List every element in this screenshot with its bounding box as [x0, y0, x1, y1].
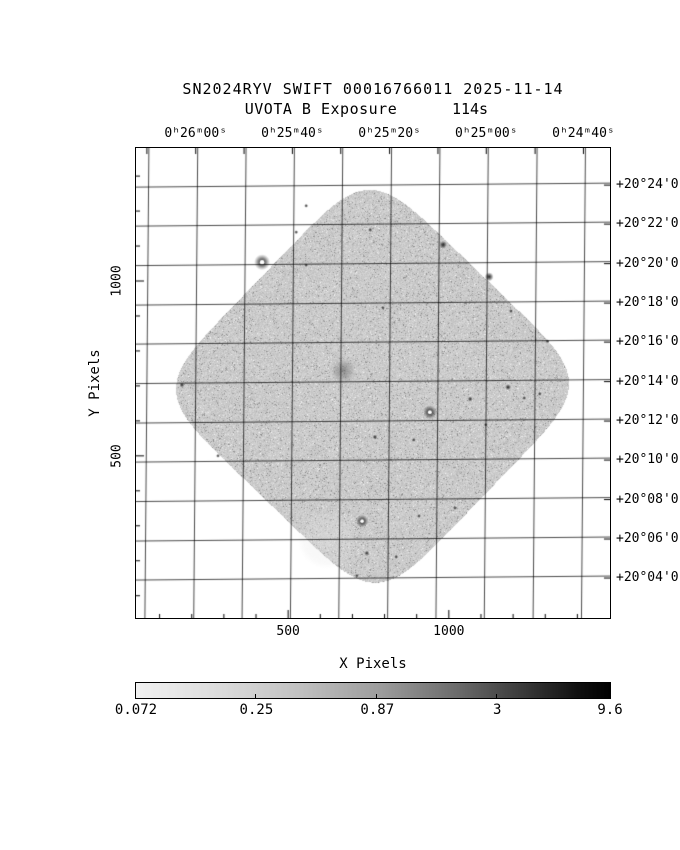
- plot-frame: [135, 147, 611, 619]
- dec-tick-label: +20°10'0: [616, 452, 679, 467]
- colorbar-tick-label: 0.25: [240, 702, 274, 718]
- dec-tick-label: +20°08'0: [616, 492, 679, 507]
- dec-tick-label: +20°04'0: [616, 570, 679, 585]
- colorbar-tick: [255, 694, 256, 698]
- sky-image-canvas: [136, 148, 610, 618]
- colorbar: [135, 682, 611, 699]
- dec-tick-label: +20°06'0: [616, 531, 679, 546]
- ra-tick-label: 0ʰ24ᵐ40ˢ: [552, 126, 615, 141]
- colorbar-tick-label: 3: [493, 702, 501, 718]
- ra-tick-label: 0ʰ25ᵐ00ˢ: [455, 126, 518, 141]
- dec-tick-label: +20°12'0: [616, 413, 679, 428]
- dec-tick-label: +20°20'0: [616, 256, 679, 271]
- exposure-time-label: 114s: [452, 100, 488, 118]
- x-axis-title: X Pixels: [339, 656, 406, 672]
- dec-tick-label: +20°18'0: [616, 295, 679, 310]
- xpixels-tick-label: 1000: [433, 624, 464, 639]
- ypixels-tick-label: 1000: [110, 265, 125, 296]
- figure: SN2024RYV SWIFT 00016766011 2025-11-14 U…: [0, 0, 680, 850]
- ra-tick-label: 0ʰ25ᵐ20ˢ: [358, 126, 421, 141]
- dec-tick-label: +20°22'0: [616, 216, 679, 231]
- colorbar-tick-label: 9.6: [597, 702, 622, 718]
- colorbar-tick: [376, 694, 377, 698]
- dec-tick-label: +20°14'0: [616, 374, 679, 389]
- colorbar-tick-label: 0.072: [115, 702, 157, 718]
- dec-tick-label: +20°16'0: [616, 334, 679, 349]
- plot-title: SN2024RYV SWIFT 00016766011 2025-11-14: [182, 80, 563, 98]
- colorbar-tick: [496, 694, 497, 698]
- colorbar-tick-label: 0.87: [360, 702, 394, 718]
- xpixels-tick-label: 500: [276, 624, 299, 639]
- ra-tick-label: 0ʰ25ᵐ40ˢ: [261, 126, 324, 141]
- plot-subtitle: UVOTA B Exposure: [245, 100, 398, 118]
- dec-tick-label: +20°24'0: [616, 177, 679, 192]
- colorbar-tick: [135, 694, 136, 698]
- colorbar-tick: [609, 694, 610, 698]
- ypixels-tick-label: 500: [110, 444, 125, 467]
- y-axis-title: Y Pixels: [87, 349, 103, 416]
- ra-tick-label: 0ʰ26ᵐ00ˢ: [164, 126, 227, 141]
